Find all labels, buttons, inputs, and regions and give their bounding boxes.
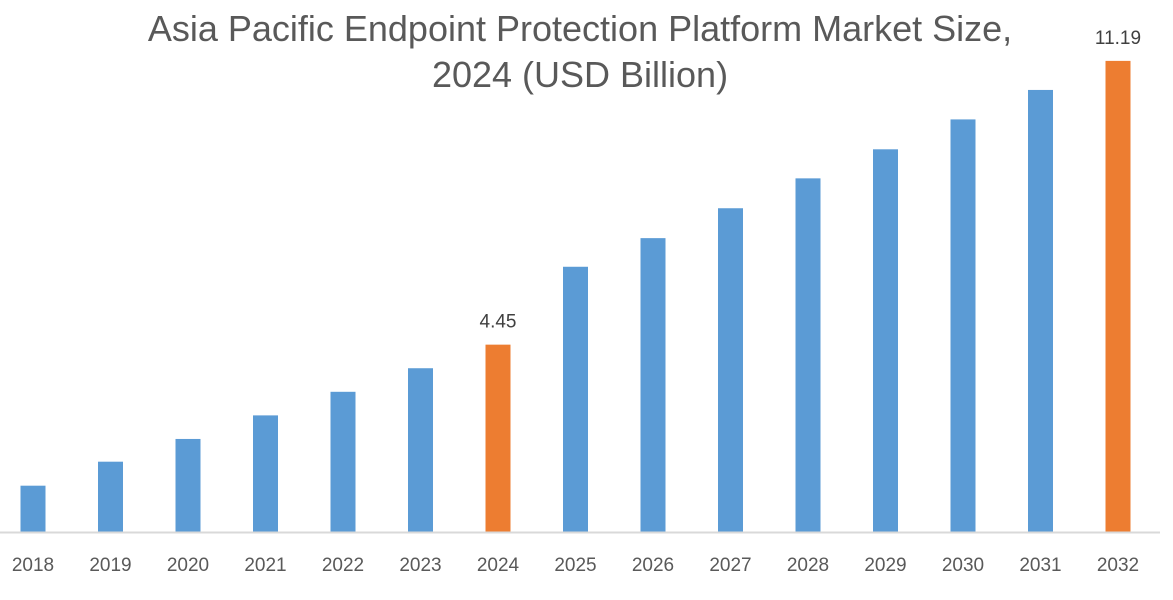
x-tick-label-2025: 2025 (554, 555, 596, 576)
bar-2028 (795, 178, 821, 532)
x-tick-label-2024: 2024 (477, 555, 520, 576)
chart-title-line-1: Asia Pacific Endpoint Protection Platfor… (147, 8, 1013, 49)
bar-2022 (330, 391, 356, 532)
bar-2030 (950, 119, 976, 532)
x-tick-label-2032: 2032 (1097, 555, 1139, 576)
bar-2027 (718, 208, 743, 532)
x-tick-label-2027: 2027 (709, 555, 751, 576)
bar-2023 (408, 368, 433, 532)
bar-2024 (485, 344, 511, 532)
x-tick-label-2020: 2020 (167, 555, 209, 576)
bar-2020 (175, 438, 201, 532)
chart-title-line-2: 2024 (USD Billion) (431, 54, 729, 95)
x-tick-label-2029: 2029 (864, 555, 906, 576)
bar-2021 (253, 415, 278, 532)
x-tick-label-2019: 2019 (89, 555, 131, 576)
x-tick-label-2018: 2018 (12, 555, 54, 576)
x-tick-label-2026: 2026 (632, 555, 674, 576)
x-tick-label-2030: 2030 (942, 555, 984, 576)
bar-2029 (873, 149, 898, 533)
chart-title: Asia Pacific Endpoint Protection Platfor… (0, 6, 1160, 98)
bar-2019 (98, 461, 123, 532)
data-label-2032: 11.19 (1095, 28, 1141, 49)
bar-2025 (563, 266, 588, 532)
bar-2031 (1028, 89, 1053, 533)
bar-2018 (20, 485, 46, 532)
x-tick-label-2021: 2021 (244, 555, 286, 576)
x-tick-label-2031: 2031 (1019, 555, 1061, 576)
data-label-2024: 4.45 (480, 312, 517, 333)
x-tick-label-2028: 2028 (787, 555, 829, 576)
x-tick-label-2022: 2022 (322, 555, 364, 576)
x-tick-label-2023: 2023 (399, 555, 441, 576)
bar-2026 (640, 238, 666, 532)
bar-2032 (1105, 60, 1131, 532)
